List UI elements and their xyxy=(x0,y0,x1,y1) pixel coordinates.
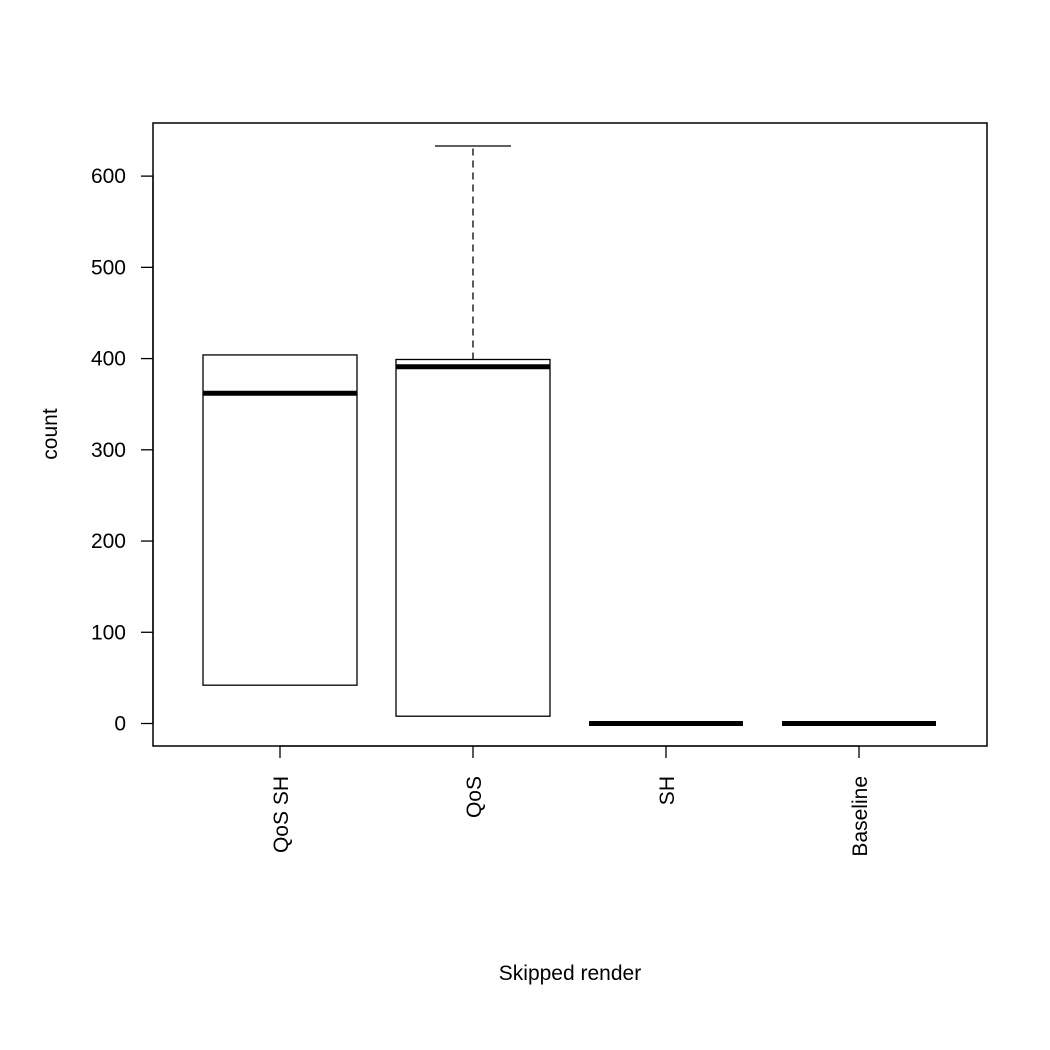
x-tick-label: Baseline xyxy=(849,776,872,857)
x-tick-label: SH xyxy=(656,776,679,805)
y-tick-label: 300 xyxy=(91,439,126,462)
x-tick-label: QoS SH xyxy=(270,776,293,853)
box-group xyxy=(202,145,936,726)
y-tick-label: 400 xyxy=(91,348,126,371)
box-body xyxy=(202,354,358,686)
y-tick-label: 0 xyxy=(114,713,126,736)
y-tick-label: 600 xyxy=(91,165,126,188)
y-tick-label: 200 xyxy=(91,530,126,553)
y-tick-label: 500 xyxy=(91,256,126,279)
x-axis: QoS SH QoS SH Baseline xyxy=(270,745,872,857)
box-body xyxy=(395,358,551,717)
box-qos xyxy=(395,145,551,717)
x-tick-label: QoS xyxy=(463,776,486,818)
y-axis-title: count xyxy=(39,408,62,460)
x-axis-title: Skipped render xyxy=(499,962,641,985)
y-axis: 0 100 200 300 400 500 600 xyxy=(91,165,154,736)
y-tick-label: 100 xyxy=(91,621,126,644)
box-qos-sh xyxy=(202,354,358,686)
